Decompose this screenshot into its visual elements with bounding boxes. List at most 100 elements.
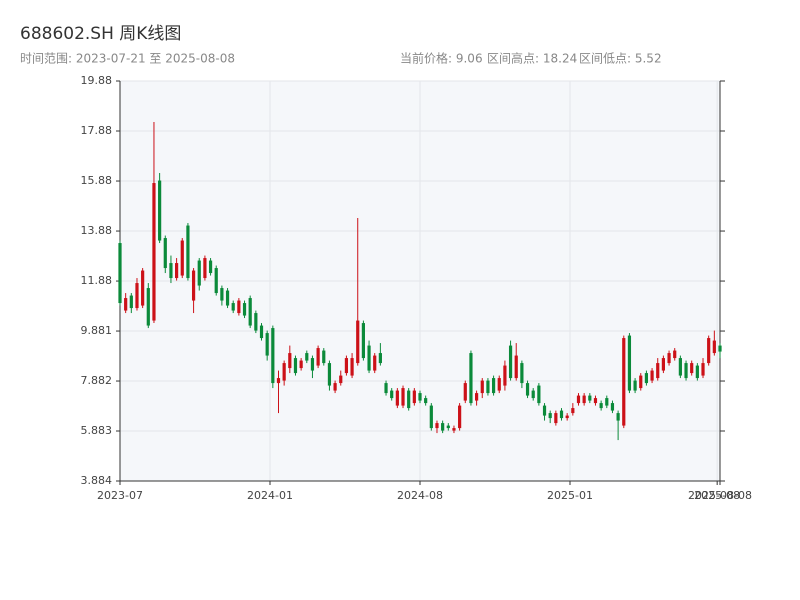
candle-body (582, 395, 586, 404)
candle-body (180, 240, 184, 276)
candle-body (293, 358, 298, 374)
candle-body (412, 390, 416, 404)
candle-body (152, 183, 156, 321)
candle-body (514, 355, 518, 379)
y-tick-label: 11.88 (81, 274, 113, 287)
candle-body (520, 363, 524, 384)
candle-body (542, 405, 547, 416)
candle-body (288, 353, 292, 369)
candle-body (231, 303, 235, 311)
candle-body (639, 375, 643, 389)
candle-body (356, 320, 360, 364)
candle-body (673, 350, 677, 359)
candle-body (571, 408, 575, 414)
candle-body (237, 300, 241, 314)
candle-body (684, 363, 688, 379)
candle-body (373, 355, 377, 371)
candle-body (695, 365, 699, 379)
candle-body (248, 298, 252, 326)
candle-body (650, 370, 654, 381)
candle-body (407, 390, 411, 409)
candle-body (622, 338, 626, 426)
candle-body (678, 358, 682, 376)
candle-body (305, 353, 309, 361)
candle-body (339, 375, 343, 384)
candle-body (191, 270, 196, 301)
candle-body (627, 335, 632, 391)
y-tick-label: 13.88 (81, 224, 113, 237)
candle-body (599, 403, 603, 409)
y-tick-label: 17.88 (81, 124, 113, 137)
y-tick-label: 9.881 (81, 324, 113, 337)
candle-body (424, 398, 428, 404)
candle-body (350, 358, 354, 376)
candle-body (361, 323, 365, 359)
candle-body (344, 358, 349, 374)
y-tick-label: 15.88 (81, 174, 113, 187)
candle-body (559, 410, 564, 419)
candle-body (588, 395, 592, 401)
candle-body (299, 360, 303, 369)
candle-body (429, 405, 433, 429)
candle-body (118, 243, 122, 304)
x-tick-label: 2023-07 (97, 489, 143, 502)
candle-body (446, 425, 450, 429)
candle-body (486, 380, 490, 394)
candle-body (667, 353, 671, 364)
candle-body (610, 403, 615, 411)
candle-body (401, 388, 405, 406)
candle-body (384, 383, 388, 394)
candle-body (327, 363, 332, 386)
y-tick-label: 5.883 (81, 424, 113, 437)
candle-body (661, 358, 665, 371)
candle-body (707, 338, 711, 364)
candle-body (169, 263, 173, 279)
candle-body (475, 393, 479, 401)
candle-body (503, 365, 507, 386)
candle-body (163, 238, 167, 269)
candle-body (435, 423, 439, 429)
chart-subtitle: 时间范围: 2023-07-21 至 2025-08-08 (20, 52, 235, 66)
candle-body (225, 290, 230, 306)
candle-body (531, 390, 535, 399)
candle-body (282, 363, 286, 381)
stat-low: 区间低点: 5.52 (579, 52, 662, 66)
candle-body (333, 383, 337, 391)
candle-body (576, 395, 581, 404)
candle-body (129, 295, 133, 309)
candle-body (203, 258, 207, 279)
candle-body (242, 303, 247, 316)
stat-high: 区间高点: 18.24 (487, 51, 577, 66)
candle-body (452, 428, 456, 431)
candle-body (254, 313, 258, 331)
candle-body (701, 363, 705, 376)
x-tick-label: 2025-08-08 (688, 489, 752, 502)
candle-body (441, 423, 445, 431)
candle-body (316, 348, 320, 366)
candle-body (497, 378, 501, 391)
candle-body (480, 380, 484, 394)
candle-body (186, 225, 190, 279)
candle-body (310, 358, 315, 371)
candle-body (593, 398, 598, 404)
candle-body (458, 405, 462, 429)
candle-body (548, 413, 552, 419)
candle-body (322, 350, 326, 364)
candle-body (265, 333, 269, 356)
candle-body (208, 260, 213, 274)
candle-body (418, 393, 422, 401)
candle-body (712, 340, 716, 354)
candle-body (276, 378, 281, 384)
candle-body (463, 383, 467, 401)
candle-body (367, 345, 371, 371)
candle-body (259, 325, 264, 339)
candle-body (508, 345, 513, 379)
candle-body (158, 180, 162, 241)
stat-current: 当前价格: 9.06 (400, 51, 483, 66)
candle-body (146, 288, 150, 326)
candle-body (124, 298, 128, 311)
y-tick-label: 19.88 (81, 74, 113, 87)
y-tick-label: 3.884 (81, 474, 113, 487)
